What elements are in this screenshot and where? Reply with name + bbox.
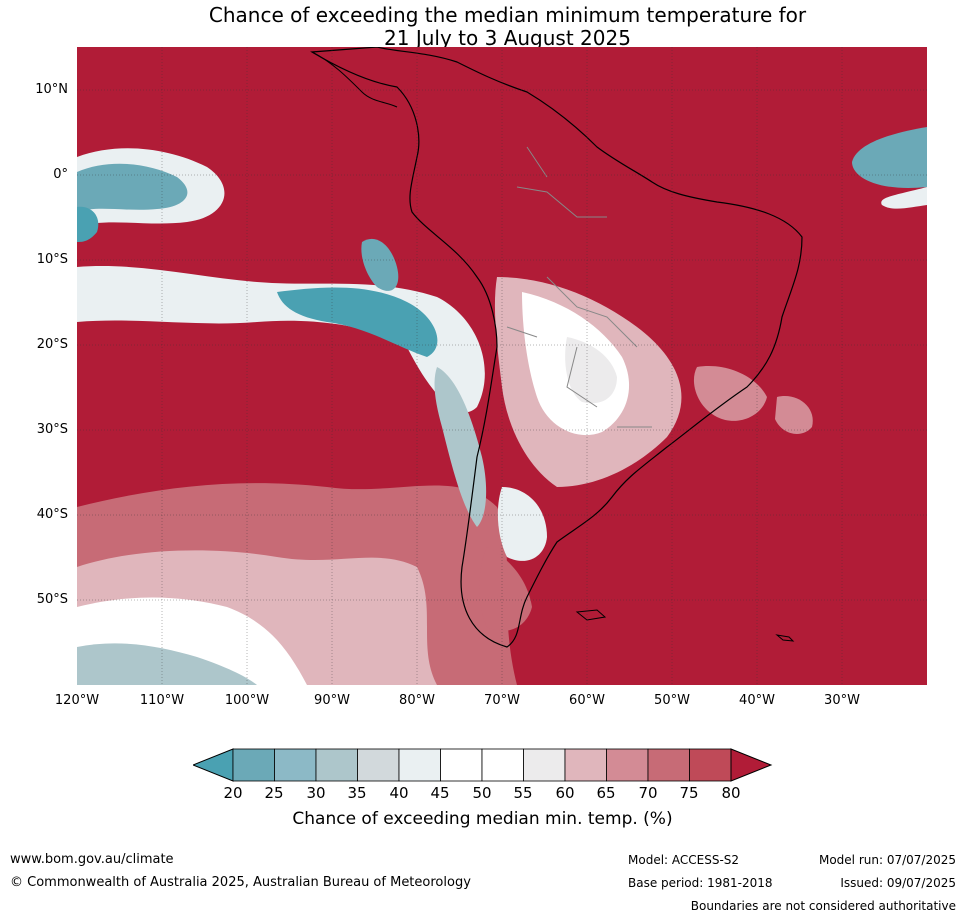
country-borders [506, 146, 652, 428]
cb-tick-20: 20 [223, 784, 243, 802]
model-text: Model: ACCESS-S2 [628, 853, 740, 867]
lon-label-90w: 90°W [314, 693, 350, 708]
lat-label-40s: 40°S [36, 507, 68, 522]
probability-map [77, 47, 927, 685]
eq-pacific-blue-left [77, 206, 99, 242]
peru-coast-blue [361, 238, 399, 291]
cb-tick-25: 25 [264, 784, 284, 802]
cb-tick-40: 40 [389, 784, 409, 802]
colorbar-segment [440, 748, 483, 782]
eq-atlantic-white [881, 187, 927, 209]
cb-tick-75: 75 [679, 784, 699, 802]
cb-tick-70: 70 [638, 784, 658, 802]
colorbar [193, 748, 773, 782]
title-line-2: 21 July to 3 August 2025 [384, 26, 631, 50]
cb-tick-55: 55 [513, 784, 533, 802]
lat-label-20s: 20°S [36, 337, 68, 352]
falkland-islands [575, 609, 607, 621]
colorbar-segment [647, 748, 690, 782]
colorbar-segment [315, 748, 358, 782]
lon-label-100w: 100°W [224, 693, 270, 708]
copyright-text: © Commonwealth of Australia 2025, Austra… [10, 875, 471, 890]
atlantic-patch-2 [775, 396, 813, 434]
lon-label-30w: 30°W [824, 693, 860, 708]
patagonia-pink [479, 547, 532, 631]
cb-tick-45: 45 [430, 784, 450, 802]
colorbar-label: Chance of exceeding median min. temp. (%… [292, 809, 673, 829]
central-america-coastline [311, 51, 398, 108]
eq-pacific-blue [77, 163, 188, 212]
map-title: Chance of exceeding the median minimum t… [0, 4, 965, 50]
grid-lines [77, 47, 927, 685]
colorbar-extend-low [193, 748, 234, 782]
lat-label-0: 0° [53, 167, 68, 182]
colorbar-segment [523, 748, 566, 782]
colorbar-segment [232, 748, 275, 782]
cb-tick-80: 80 [721, 784, 741, 802]
issued-text: Issued: 09/07/2025 [840, 876, 956, 890]
cb-tick-50: 50 [472, 784, 492, 802]
interior-grey [565, 337, 617, 404]
cb-tick-35: 35 [347, 784, 367, 802]
bom-url-link[interactable]: www.bom.gov.au/climate [10, 852, 174, 867]
lat-label-10s: 10°S [36, 252, 68, 267]
base-period-text: Base period: 1981-2018 [628, 876, 773, 890]
lon-label-70w: 70°W [484, 693, 520, 708]
title-line-1: Chance of exceeding the median minimum t… [208, 3, 807, 27]
patagonia-white [497, 487, 547, 561]
lon-label-120w: 120°W [54, 693, 100, 708]
lat-label-50s: 50°S [36, 592, 68, 607]
colorbar-segment [564, 748, 607, 782]
lat-label-30s: 30°S [36, 422, 68, 437]
disclaimer-text: Boundaries are not considered authoritat… [690, 899, 956, 913]
lon-label-40w: 40°W [739, 693, 775, 708]
atlantic-patch-1 [693, 366, 767, 421]
cb-tick-60: 60 [555, 784, 575, 802]
lon-label-110w: 110°W [139, 693, 185, 708]
lon-label-50w: 50°W [654, 693, 690, 708]
colorbar-extend-high [730, 748, 773, 782]
colorbar-segment [398, 748, 441, 782]
colorbar-segment [357, 748, 400, 782]
lat-label-10n: 10°N [35, 82, 68, 97]
south-georgia [775, 634, 795, 642]
lon-label-60w: 60°W [569, 693, 605, 708]
south-pacific-blue [77, 643, 257, 685]
cb-tick-30: 30 [306, 784, 326, 802]
cb-tick-65: 65 [596, 784, 616, 802]
south-america-coastline [310, 47, 803, 648]
colorbar-segment [689, 748, 732, 782]
lon-label-80w: 80°W [399, 693, 435, 708]
colorbar-segment [606, 748, 649, 782]
colorbar-segment [481, 748, 524, 782]
model-run-text: Model run: 07/07/2025 [818, 853, 956, 867]
eq-atlantic-blue [852, 127, 927, 188]
colorbar-segment [274, 748, 317, 782]
peru-band-blue [277, 287, 438, 357]
